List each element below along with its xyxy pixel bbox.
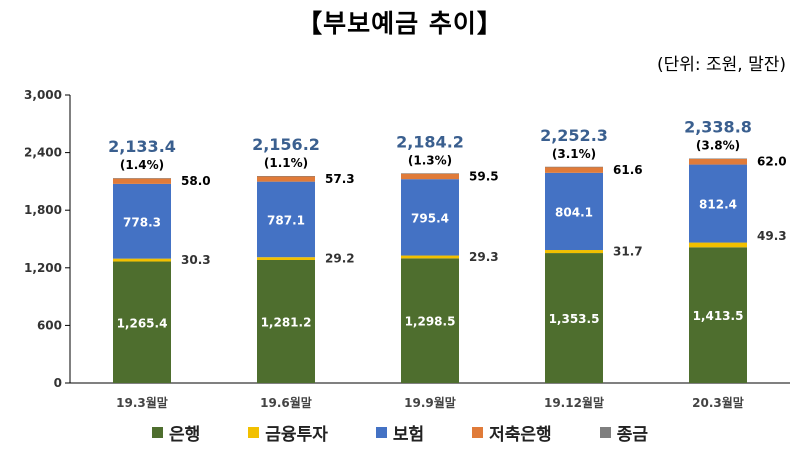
bar-segment-2 (401, 179, 459, 256)
bar-segment-3 (257, 176, 315, 182)
data-label-insurance: 804.1 (555, 205, 593, 219)
growth-label: (1.3%) (408, 153, 452, 167)
data-label-insurance: 778.3 (123, 215, 161, 229)
bar-segment-4 (401, 173, 459, 174)
total-label: 2,133.4 (108, 137, 176, 156)
data-label-savings-bank: 62.0 (757, 155, 787, 169)
total-label: 2,338.8 (684, 117, 752, 136)
bar-segment-4 (689, 158, 747, 159)
legend-label: 금융투자 (265, 425, 328, 445)
data-label-insurance: 812.4 (699, 198, 737, 212)
bar-segment-2 (689, 164, 747, 243)
chart-title: 【부보예금 추이】 (297, 9, 503, 38)
data-label-bank: 1,353.5 (549, 312, 600, 326)
data-label-fin-invest: 49.3 (757, 229, 787, 243)
y-tick-label: 2,400 (24, 146, 62, 160)
data-label-savings-bank: 61.6 (613, 163, 643, 177)
data-label-insurance: 787.1 (267, 213, 305, 227)
data-label-savings-bank: 58.0 (181, 174, 211, 188)
bar-segment-0 (545, 253, 603, 383)
bar-segment-0 (257, 260, 315, 383)
legend-swatch (248, 427, 260, 438)
bar-segment-3 (401, 173, 459, 180)
bar-segment-1 (113, 258, 171, 262)
bar-segment-2 (113, 183, 171, 259)
legend-swatch (599, 427, 611, 438)
x-tick-label: 20.3월말 (692, 395, 744, 410)
bar-segment-0 (689, 247, 747, 383)
data-label-fin-invest: 31.7 (613, 245, 643, 259)
bar-segment-3 (113, 178, 171, 184)
bar-segment-1 (401, 255, 459, 259)
x-tick-label: 19.6월말 (260, 395, 312, 410)
x-tick-label: 19.9월말 (404, 395, 456, 410)
data-label-fin-invest: 30.3 (181, 253, 211, 267)
bar-segment-0 (401, 258, 459, 383)
data-label-bank: 1,281.2 (261, 316, 312, 330)
growth-label: (3.8%) (696, 138, 740, 152)
data-label-bank: 1,265.4 (117, 316, 168, 330)
data-label-savings-bank: 57.3 (325, 172, 355, 186)
bar-segment-1 (545, 250, 603, 254)
bar-segment-4 (257, 176, 315, 177)
data-label-savings-bank: 59.5 (469, 169, 499, 183)
growth-label: (3.1%) (552, 147, 596, 161)
growth-label: (1.1%) (264, 156, 308, 170)
legend-label: 종금 (616, 425, 648, 445)
bar-segment-3 (689, 158, 747, 165)
unit-note: (단위: 조원, 말잔) (656, 55, 786, 75)
y-tick-label: 3,000 (24, 88, 62, 102)
bar-segment-1 (257, 257, 315, 261)
y-tick-label: 1,800 (24, 203, 62, 217)
legend-item: 보험 (375, 420, 425, 445)
bar-segment-2 (545, 172, 603, 251)
legend-label: 보험 (392, 425, 425, 445)
bar-segment-0 (113, 261, 171, 383)
bar-segment-2 (257, 181, 315, 258)
bar-segment-4 (545, 166, 603, 168)
total-label: 2,156.2 (252, 135, 320, 154)
data-label-fin-invest: 29.2 (325, 252, 355, 266)
legend-swatch (375, 427, 387, 438)
growth-label: (1.4%) (120, 158, 164, 172)
legend-item: 금융투자 (248, 420, 328, 445)
total-label: 2,252.3 (540, 126, 608, 145)
total-label: 2,184.2 (396, 132, 464, 151)
x-tick-label: 19.12월말 (544, 395, 604, 410)
data-label-fin-invest: 29.3 (469, 250, 499, 264)
y-tick-label: 600 (37, 318, 62, 332)
legend-item: 저축은행 (472, 420, 552, 445)
legend-label: 은행 (169, 425, 201, 445)
bar-segment-3 (545, 166, 603, 173)
data-label-bank: 1,413.5 (693, 309, 744, 323)
y-tick-label: 0 (54, 376, 62, 390)
legend-swatch (152, 427, 164, 438)
data-label-insurance: 795.4 (411, 211, 449, 225)
data-label-bank: 1,298.5 (405, 315, 456, 329)
bar-segment-1 (689, 242, 747, 248)
legend-item: 은행 (152, 420, 200, 445)
chart-legend: 은행 금융투자 보험 저축은행 종금 (0, 420, 800, 445)
legend-swatch (472, 427, 484, 438)
legend-label: 저축은행 (489, 425, 552, 445)
x-tick-label: 19.3월말 (116, 395, 168, 410)
bar-segment-4 (113, 178, 171, 179)
legend-item: 종금 (599, 420, 648, 445)
y-tick-label: 1,200 (24, 261, 62, 275)
